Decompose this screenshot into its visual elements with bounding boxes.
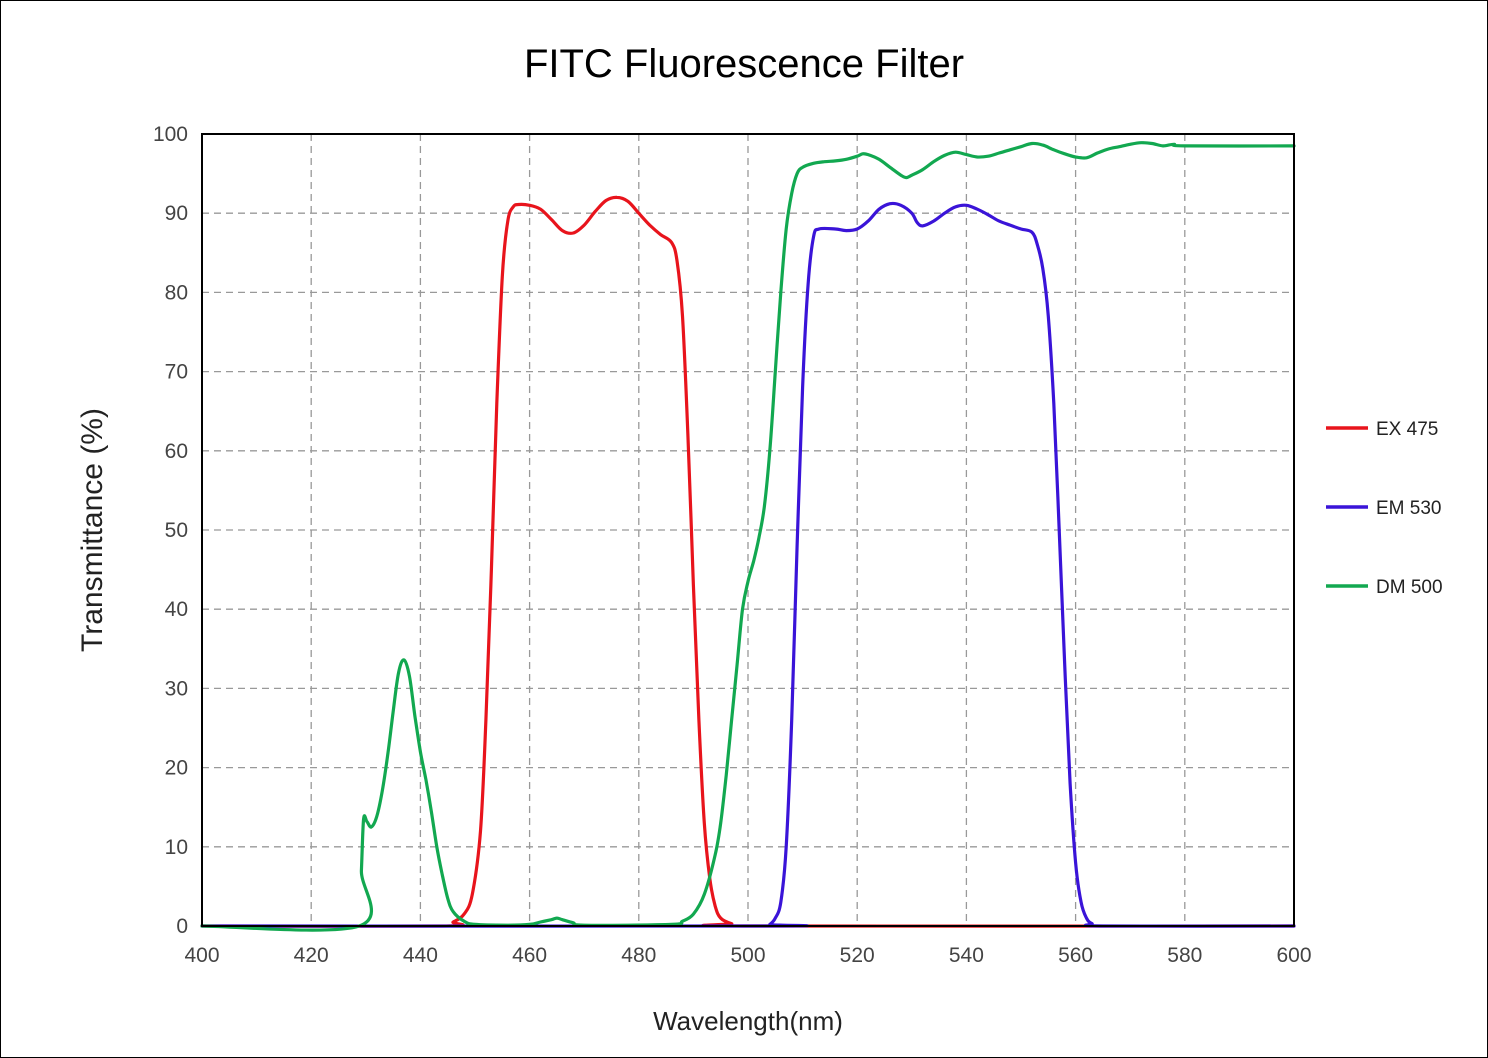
legend-label-1: EX 475 bbox=[1376, 419, 1438, 440]
y-tick-label: 40 bbox=[165, 598, 188, 621]
series-line-3 bbox=[200, 141, 1296, 932]
y-tick-label: 0 bbox=[176, 915, 188, 938]
x-tick-label: 600 bbox=[1276, 944, 1311, 967]
chart-title: FITC Fluorescence Filter bbox=[523, 42, 965, 86]
y-tick-labels: 0 10 20 30 40 50 60 70 80 90 100 bbox=[153, 123, 188, 938]
grid-lines bbox=[202, 134, 1294, 926]
y-tick-label: 100 bbox=[153, 123, 188, 146]
y-tick-label: 60 bbox=[165, 440, 188, 463]
legend-label-3: DM 500 bbox=[1376, 577, 1443, 598]
x-tick-label: 420 bbox=[294, 944, 329, 967]
y-tick-label: 20 bbox=[165, 757, 188, 780]
x-tick-label: 440 bbox=[403, 944, 438, 967]
x-tick-label: 500 bbox=[730, 944, 765, 967]
x-tick-label: 540 bbox=[949, 944, 984, 967]
y-tick-label: 30 bbox=[165, 677, 188, 700]
plot-area-border bbox=[201, 133, 1295, 927]
y-tick-label: 10 bbox=[165, 836, 188, 859]
legend-label-2: EM 530 bbox=[1376, 498, 1441, 519]
legend: EX 475 EM 530 DM 500 bbox=[1326, 419, 1443, 598]
x-tick-label: 580 bbox=[1167, 944, 1202, 967]
y-tick-label: 90 bbox=[165, 202, 188, 225]
y-tick-label: 50 bbox=[165, 519, 188, 542]
x-tick-label: 460 bbox=[512, 944, 547, 967]
x-tick-label: 560 bbox=[1058, 944, 1093, 967]
y-tick-label: 80 bbox=[165, 281, 188, 304]
y-tick-label: 70 bbox=[165, 361, 188, 384]
series-line-2 bbox=[200, 201, 1296, 928]
x-tick-label: 520 bbox=[840, 944, 875, 967]
x-tick-label: 480 bbox=[621, 944, 656, 967]
series-layer bbox=[200, 141, 1296, 932]
y-axis-label: Transmittance (%) bbox=[76, 408, 109, 652]
x-axis-label: Wavelength(nm) bbox=[653, 1006, 843, 1036]
x-tick-label: 400 bbox=[184, 944, 219, 967]
x-tick-labels: 400 420 440 460 480 500 520 540 560 580 600 bbox=[184, 944, 1311, 967]
